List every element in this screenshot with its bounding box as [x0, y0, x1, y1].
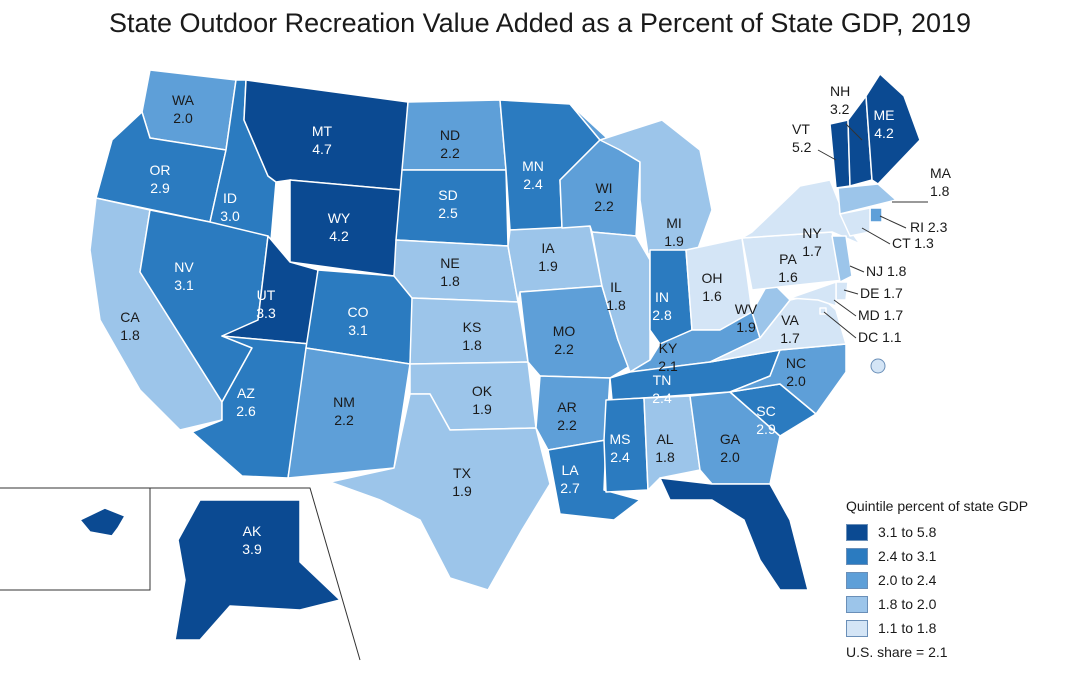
state-label-ga: GA 2.0: [720, 431, 741, 465]
leader-line-vt: [817, 149, 837, 161]
state-label-wy: WY 4.2: [328, 210, 351, 244]
state-label-il: IL 1.8: [606, 279, 626, 313]
state-ri: [869, 207, 883, 223]
state-label-vt: VT 5.2: [792, 121, 812, 155]
legend-item: 2.0 to 2.4: [846, 568, 1076, 592]
state-label-ca: CA 1.8: [120, 309, 140, 343]
state-label-de: DE 1.7: [860, 285, 903, 301]
state-md: [789, 281, 837, 307]
state-fl: [659, 477, 809, 591]
legend: Quintile percent of state GDP 3.1 to 5.8…: [846, 498, 1076, 660]
state-label-ia: IA 1.9: [538, 240, 558, 274]
state-al: [643, 395, 701, 491]
state-label-nm: NM 2.2: [333, 394, 355, 428]
legend-swatch: [846, 619, 868, 637]
state-label-ne: NE 1.8: [440, 255, 460, 289]
legend-swatch: [846, 571, 868, 589]
legend-label: 1.8 to 2.0: [878, 596, 937, 612]
state-label-ky: KY 2.1: [658, 340, 678, 374]
legend-swatch: [846, 595, 868, 613]
state-label-sd: SD 2.5: [438, 187, 458, 221]
dc-marker: [870, 358, 886, 374]
leader-line-de: [843, 289, 859, 295]
state-label-nc: NC 2.0: [786, 355, 806, 389]
map-title: State Outdoor Recreation Value Added as …: [108, 8, 972, 38]
legend-title: Quintile percent of state GDP: [846, 498, 1029, 514]
state-hi: [79, 507, 126, 537]
leader-line-ct: [861, 227, 891, 245]
state-label-al: AL 1.8: [655, 431, 675, 465]
state-label-ar: AR 2.2: [557, 399, 577, 433]
state-label-va: VA 1.7: [780, 312, 800, 346]
state-label-wv: WV 1.9: [735, 301, 758, 335]
state-label-mo: MO 2.2: [553, 323, 576, 357]
us-share-note: U.S. share = 2.1: [846, 644, 948, 660]
state-ny: [741, 179, 861, 245]
legend-swatch: [846, 523, 868, 541]
state-label-ak: AK 3.9: [242, 523, 262, 557]
legend-item: 2.4 to 3.1: [846, 544, 1076, 568]
state-label-fl: FL 4.4: [730, 542, 750, 576]
state-label-md: MD 1.7: [858, 307, 903, 323]
state-label-pa: PA 1.6: [778, 251, 798, 285]
legend-label: 2.4 to 3.1: [878, 548, 937, 564]
state-label-mt: MT 4.7: [312, 123, 333, 157]
state-ms: [603, 397, 649, 493]
state-label-nd: ND 2.2: [440, 127, 460, 161]
state-label-ms: MS 2.4: [610, 431, 631, 465]
inset-border: [0, 487, 361, 661]
state-label-nh: NH 3.2: [830, 83, 850, 117]
legend-label: 3.1 to 5.8: [878, 524, 937, 540]
state-tx: [329, 393, 551, 591]
state-label-tx: TX 1.9: [452, 465, 472, 499]
state-label-az: AZ 2.6: [236, 385, 256, 419]
state-label-ri: RI 2.3: [910, 219, 948, 235]
state-label-me: ME 4.2: [874, 107, 895, 141]
state-label-tn: TN 2.4: [652, 372, 672, 406]
state-nc: [729, 343, 847, 415]
state-label-in: IN 2.8: [652, 289, 672, 323]
legend-item: 1.8 to 2.0: [846, 592, 1076, 616]
state-vt: [829, 119, 851, 189]
state-label-hi: HI 5.8: [46, 529, 66, 563]
state-label-co: CO 3.1: [348, 304, 369, 338]
state-label-ma: MA 1.8: [930, 165, 952, 199]
state-label-ny: NY 1.7: [802, 225, 822, 259]
state-wv: [751, 279, 791, 339]
leader-line-nj: [849, 265, 865, 273]
legend-label: 2.0 to 2.4: [878, 572, 937, 588]
state-label-ks: KS 1.8: [462, 319, 482, 353]
inset-border: [0, 488, 151, 591]
state-label-la: LA 2.7: [560, 462, 580, 496]
state-nj: [831, 235, 853, 283]
state-label-nj: NJ 1.8: [866, 263, 907, 279]
state-label-wa: WA 2.0: [172, 92, 195, 126]
state-label-mi: MI 1.9: [664, 215, 684, 249]
state-ma: [837, 183, 897, 215]
state-ak: [174, 499, 341, 641]
state-me: [865, 73, 921, 185]
legend-item: 3.1 to 5.8: [846, 520, 1076, 544]
state-label-wi: WI 2.2: [594, 180, 614, 214]
state-label-ok: OK 1.9: [472, 383, 493, 417]
state-label-sc: SC 2.9: [756, 403, 776, 437]
state-label-ct: CT 1.3: [892, 235, 934, 251]
legend-item: 1.1 to 1.8: [846, 616, 1076, 640]
state-label-dc: DC 1.1: [858, 329, 902, 345]
state-ne: [393, 239, 519, 303]
legend-swatch: [846, 547, 868, 565]
leader-line-dc: [823, 311, 857, 339]
leader-line-nh: [845, 123, 863, 141]
state-label-id: ID 3.0: [220, 190, 240, 224]
legend-label: 1.1 to 1.8: [878, 620, 937, 636]
leader-line-ri: [879, 215, 907, 229]
state-label-ut: UT 3.3: [256, 287, 276, 321]
state-label-nv: NV 3.1: [174, 259, 194, 293]
state-label-or: OR 2.9: [150, 162, 171, 196]
leader-line-md: [833, 299, 857, 317]
state-label-mn: MN 2.4: [522, 158, 544, 192]
state-label-oh: OH 1.6: [702, 270, 723, 304]
